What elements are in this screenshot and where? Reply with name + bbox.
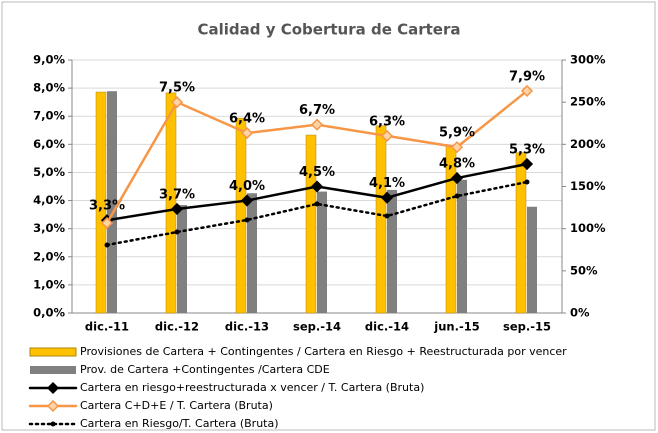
- bar: [177, 205, 187, 313]
- line-marker: [524, 179, 530, 185]
- bar: [107, 91, 117, 313]
- y-tick-label: 6,0%: [33, 137, 65, 151]
- x-tick-label: dic.-12: [155, 320, 199, 334]
- y2-tick-label: 0%: [570, 306, 590, 320]
- legend-marker: [46, 381, 60, 395]
- bar: [387, 189, 397, 313]
- data-label: 4,1%: [369, 176, 405, 191]
- y-tick-label: 5,0%: [33, 165, 65, 179]
- data-label: 5,9%: [439, 126, 475, 141]
- legend-label: Cartera en riesgo+reestructurada x vence…: [80, 381, 424, 394]
- line-marker: [170, 202, 184, 216]
- legend-label: Prov. de Cartera +Contingentes /Cartera …: [80, 363, 330, 376]
- line-marker: [454, 193, 460, 199]
- data-label: 3,7%: [159, 187, 195, 202]
- data-label: 6,4%: [229, 112, 265, 127]
- data-label: 6,3%: [369, 114, 405, 129]
- legend-label: Cartera C+D+E / T. Cartera (Bruta): [80, 399, 273, 412]
- y2-tick-label: 250%: [570, 95, 606, 109]
- y2-tick-label: 100%: [570, 221, 606, 235]
- data-label: 5,3%: [509, 143, 545, 158]
- legend-swatch: [30, 366, 76, 374]
- line-marker: [244, 217, 250, 223]
- legend-label: Cartera en Riesgo/T. Cartera (Bruta): [80, 417, 279, 430]
- line-marker: [170, 96, 184, 109]
- line-marker: [450, 141, 464, 154]
- y-tick-label: 4,0%: [33, 193, 65, 207]
- line-marker: [450, 172, 464, 185]
- line-marker: [174, 229, 180, 235]
- bar: [235, 117, 247, 314]
- data-label: 6,7%: [299, 103, 335, 118]
- line-marker: [520, 157, 534, 171]
- legend-swatch: [29, 347, 77, 357]
- y-tick-label: 2,0%: [33, 249, 65, 263]
- line-marker: [314, 201, 320, 207]
- bar: [527, 206, 537, 313]
- y-tick-label: 0,0%: [33, 306, 65, 320]
- line-marker: [520, 84, 534, 97]
- x-tick-label: dic.-11: [85, 320, 129, 334]
- bar: [515, 152, 527, 314]
- bar: [95, 91, 107, 314]
- bar: [165, 92, 177, 314]
- x-tick-label: sep.-14: [293, 320, 341, 334]
- y-tick-label: 7,0%: [33, 109, 65, 123]
- data-label: 3,3%: [89, 199, 125, 214]
- line-marker: [384, 213, 390, 219]
- data-label: 7,5%: [159, 81, 195, 96]
- x-tick-label: sep.-15: [503, 320, 551, 334]
- line-marker: [380, 129, 394, 142]
- line-marker: [310, 118, 324, 131]
- x-tick-label: dic.-14: [365, 320, 409, 334]
- data-label: 7,9%: [509, 69, 545, 84]
- legend-label: Provisiones de Cartera + Contingentes / …: [80, 345, 567, 358]
- bar: [247, 193, 257, 313]
- y2-tick-label: 300%: [570, 53, 606, 67]
- data-label: 4,8%: [439, 157, 475, 172]
- y-tick-label: 1,0%: [33, 277, 65, 291]
- y2-tick-label: 50%: [570, 263, 598, 277]
- x-tick-label: jun.-15: [433, 320, 479, 334]
- line-marker: [104, 242, 110, 248]
- bar: [457, 179, 467, 313]
- y-tick-label: 8,0%: [33, 81, 65, 95]
- y-tick-label: 3,0%: [33, 221, 65, 235]
- bar: [317, 191, 327, 313]
- bar: [375, 125, 387, 314]
- y2-tick-label: 150%: [570, 179, 606, 193]
- line-marker: [380, 191, 394, 204]
- bar: [305, 134, 317, 314]
- data-label: 4,0%: [229, 179, 265, 194]
- y2-tick-label: 200%: [570, 137, 606, 151]
- line-marker: [240, 127, 254, 140]
- chart-title: Calidad y Cobertura de Cartera: [198, 21, 461, 39]
- line-marker: [100, 216, 114, 230]
- data-label: 4,5%: [299, 165, 335, 180]
- y-tick-label: 9,0%: [33, 53, 65, 67]
- line-marker: [310, 180, 324, 193]
- line-marker: [240, 194, 254, 207]
- x-tick-label: dic.-13: [225, 320, 269, 334]
- legend-marker: [50, 421, 56, 427]
- legend-marker: [46, 399, 60, 413]
